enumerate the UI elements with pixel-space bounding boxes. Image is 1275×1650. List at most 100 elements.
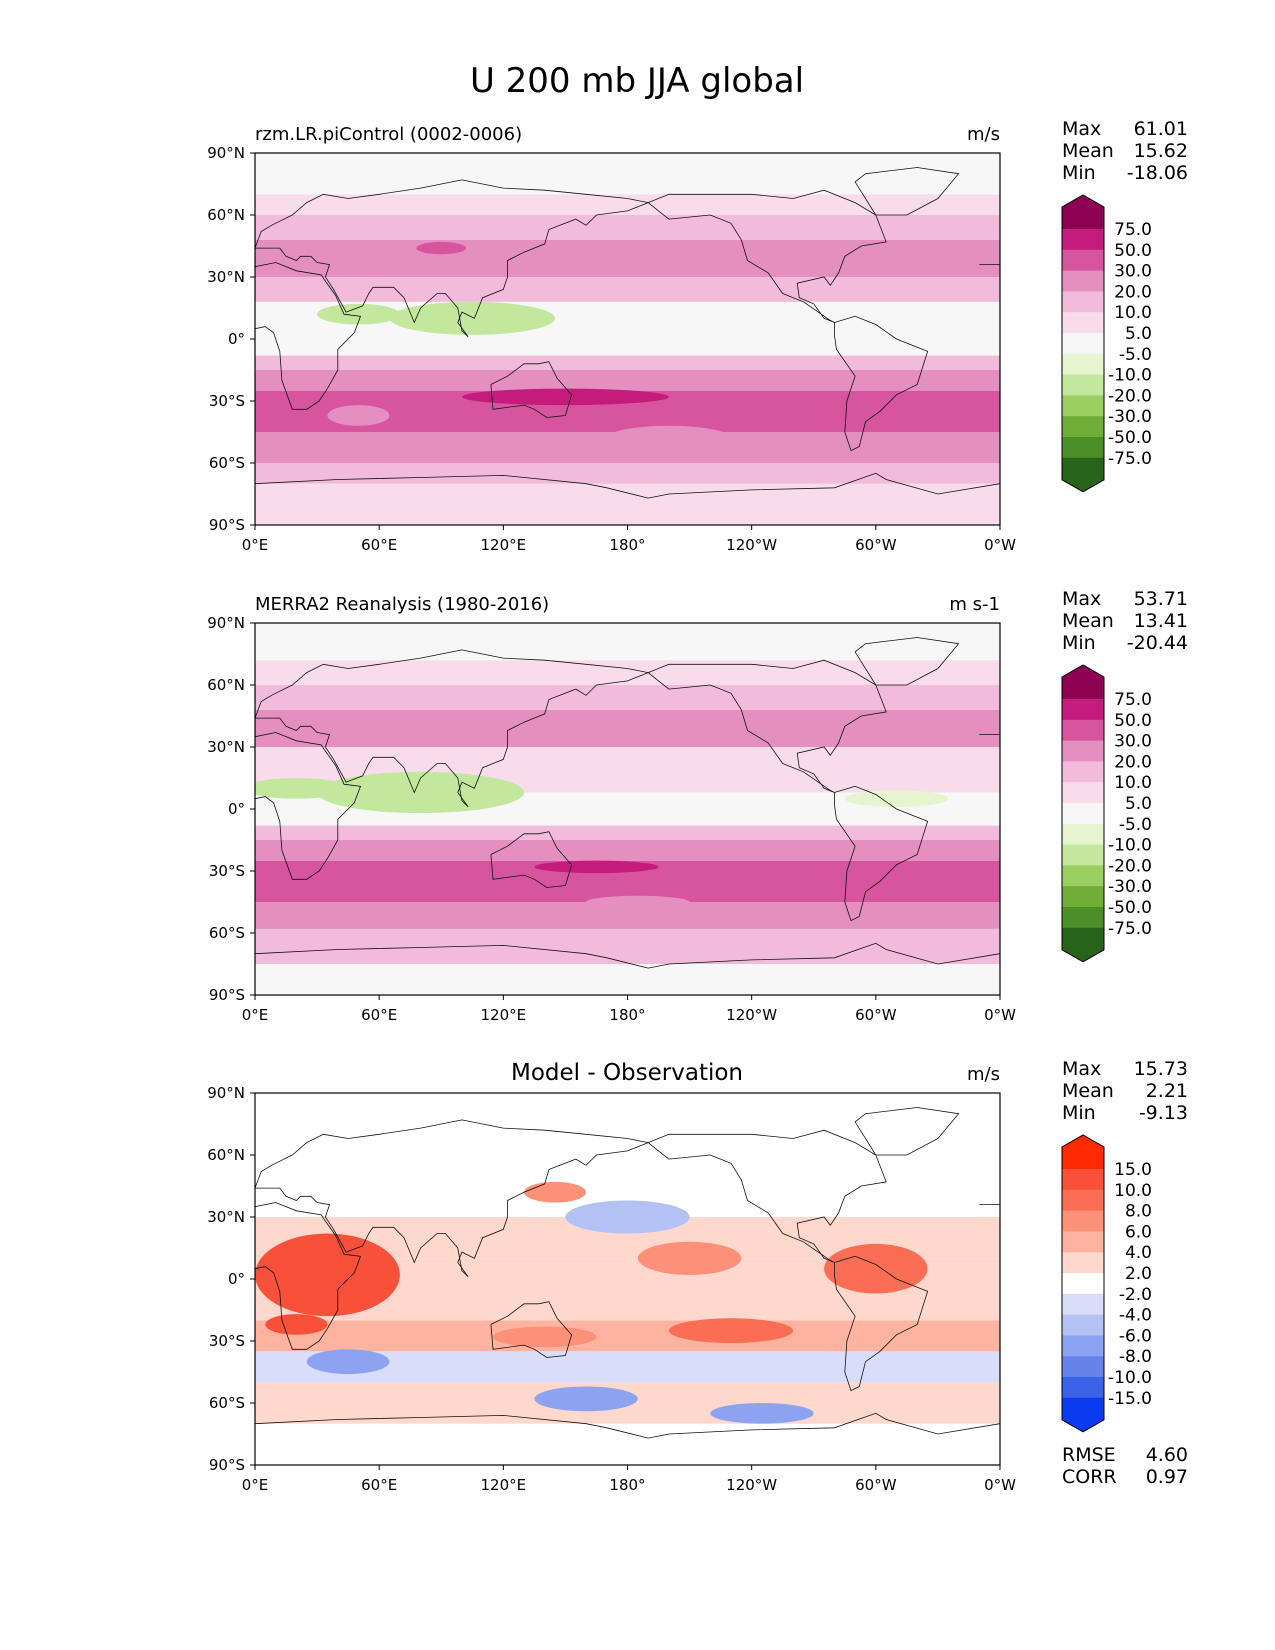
field-anomaly — [416, 241, 467, 255]
field-anomaly — [492, 1326, 597, 1348]
y-tick-label: 0° — [228, 1270, 245, 1288]
field-band — [255, 840, 1000, 861]
coastline — [255, 472, 1000, 499]
colorbar-label: 75.0 — [1114, 690, 1152, 710]
field-anomaly — [844, 790, 949, 807]
stat-mean-label: Mean — [1062, 1080, 1114, 1102]
field-anomaly — [534, 1386, 638, 1412]
stat-max-label: Max — [1062, 118, 1101, 140]
y-tick-label: 30°S — [209, 392, 245, 410]
y-tick-label: 60°S — [209, 454, 245, 472]
coastline — [647, 1129, 887, 1263]
panel-obs: MERRA2 Reanalysis (1980-2016) m s-1 Max … — [207, 588, 1188, 1024]
colorbar-label: 30.0 — [1114, 732, 1152, 752]
colorbar-label: 20.0 — [1114, 752, 1152, 772]
panel-left-title: rzm.LR.piControl (0002-0006) — [255, 124, 522, 145]
stat-max-value: 53.71 — [1134, 588, 1188, 610]
coastline — [490, 361, 573, 418]
colorbar-extend-min — [1062, 457, 1104, 492]
x-tick-label: 120°E — [481, 1476, 527, 1494]
field-anomaly — [586, 895, 690, 909]
panel-units: m s-1 — [949, 594, 1000, 615]
field-anomaly — [534, 860, 659, 874]
panel-left-title: MERRA2 Reanalysis (1980-2016) — [255, 594, 549, 615]
x-tick-label: 60°W — [855, 1006, 897, 1024]
coastline — [834, 315, 929, 452]
colorbar-extend-min — [1062, 1397, 1104, 1432]
x-tick-label: 180° — [609, 536, 645, 554]
stat-mean-value: 13.41 — [1134, 610, 1188, 632]
coastline — [834, 785, 929, 922]
colorbar-label: -50.0 — [1108, 898, 1152, 918]
coastline — [255, 732, 362, 880]
coastline — [854, 637, 960, 686]
x-tick-label: 120°W — [726, 1476, 777, 1494]
coastline — [255, 1119, 650, 1278]
stat-corr-label: CORR — [1062, 1466, 1117, 1488]
x-tick-label: 120°W — [726, 1006, 777, 1024]
colorbar-swatch — [1062, 782, 1104, 804]
colorbar-label: 5.0 — [1125, 794, 1152, 814]
panel-model: rzm.LR.piControl (0002-0006) m/s Max 61.… — [207, 118, 1188, 554]
x-tick-label: 0°W — [984, 1006, 1016, 1024]
field-band — [255, 928, 1000, 964]
colorbar-label: -30.0 — [1108, 407, 1152, 427]
panel-units: m/s — [967, 1064, 1000, 1085]
map-field — [255, 1093, 1000, 1465]
colorbar-label: 10.0 — [1114, 303, 1152, 323]
x-tick-label: 60°W — [855, 536, 897, 554]
colorbar-swatch — [1062, 865, 1104, 887]
colorbar-swatch — [1062, 1231, 1104, 1253]
map-field — [255, 623, 1000, 995]
colorbar-label: 5.0 — [1125, 324, 1152, 344]
colorbar-swatch — [1062, 353, 1104, 376]
map-field — [255, 153, 1000, 525]
colorbar-label: -4.0 — [1119, 1306, 1152, 1326]
field-band — [255, 825, 1000, 840]
stat-min-label: Min — [1062, 632, 1096, 654]
stat-mean-value: 2.21 — [1146, 1080, 1188, 1102]
colorbar-label: 6.0 — [1125, 1222, 1152, 1242]
colorbar: 75.050.030.020.010.05.0-5.0-10.0-20.0-30… — [1061, 664, 1152, 963]
y-tick-label: 30°N — [207, 738, 245, 756]
stat-rmse-label: RMSE — [1062, 1444, 1116, 1466]
coastline — [255, 649, 650, 808]
field-band — [255, 709, 1000, 747]
colorbar-extend-max — [1062, 195, 1104, 229]
colorbar-label: 50.0 — [1114, 711, 1152, 731]
colorbar-swatch — [1062, 437, 1104, 459]
colorbar-label: 30.0 — [1114, 262, 1152, 282]
colorbar-label: 8.0 — [1125, 1202, 1152, 1222]
colorbar-extend-min — [1062, 927, 1104, 962]
colorbar-label: -10.0 — [1108, 366, 1152, 386]
y-tick-label: 60°N — [207, 206, 245, 224]
field-band — [255, 483, 1000, 525]
stat-min-value: -9.13 — [1139, 1102, 1188, 1124]
y-tick-label: 0° — [228, 330, 245, 348]
panel-units: m/s — [967, 124, 1000, 145]
colorbar-swatch — [1062, 374, 1104, 396]
colorbar-label: -50.0 — [1108, 428, 1152, 448]
x-tick-label: 120°E — [481, 536, 527, 554]
colorbar-label: -6.0 — [1119, 1326, 1152, 1346]
field-band — [255, 153, 1000, 195]
colorbar-label: -75.0 — [1108, 449, 1152, 469]
colorbar-label: -30.0 — [1108, 877, 1152, 897]
stat-min-label: Min — [1062, 162, 1096, 184]
y-tick-label: 90°S — [209, 986, 245, 1004]
coastline — [255, 1412, 1000, 1439]
colorbar-label: -10.0 — [1108, 1368, 1152, 1388]
field-anomaly — [327, 405, 390, 426]
colorbar: 15.010.08.06.04.02.0-2.0-4.0-6.0-8.0-10.… — [1061, 1134, 1152, 1433]
x-tick-label: 60°E — [361, 1006, 397, 1024]
field-anomaly — [710, 1403, 814, 1424]
colorbar-label: 15.0 — [1114, 1160, 1152, 1180]
field-anomaly — [824, 1243, 928, 1294]
stat-min-value: -18.06 — [1127, 162, 1188, 184]
y-tick-label: 60°S — [209, 1394, 245, 1412]
y-tick-label: 90°S — [209, 1456, 245, 1474]
colorbar-swatch — [1062, 1356, 1104, 1378]
x-tick-label: 0°W — [984, 536, 1016, 554]
colorbar-label: 50.0 — [1114, 241, 1152, 261]
colorbar-swatch — [1062, 229, 1104, 251]
